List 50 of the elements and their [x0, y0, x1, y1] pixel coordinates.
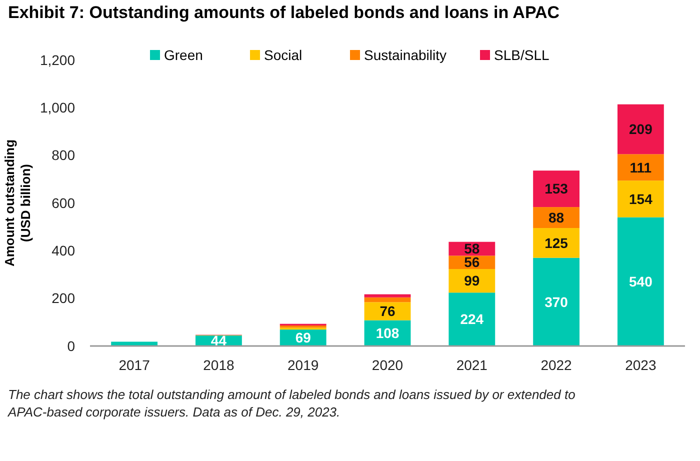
- legend-label: Sustainability: [364, 46, 446, 63]
- data-label: 56: [464, 254, 480, 270]
- bar: [448, 269, 496, 293]
- data-label: 370: [544, 294, 568, 310]
- bar: [617, 154, 664, 181]
- x-tick-label: 2021: [456, 357, 488, 373]
- bar: [617, 104, 664, 154]
- bar: [533, 170, 580, 208]
- x-tick-label: 2017: [118, 357, 150, 373]
- data-label: 154: [629, 190, 653, 207]
- bar: [111, 342, 158, 346]
- y-tick-label: 1,000: [40, 100, 76, 116]
- data-label: 224: [460, 311, 484, 328]
- bar: [617, 180, 664, 218]
- data-label: 153: [544, 180, 568, 197]
- y-tick-label: 1,200: [40, 52, 76, 68]
- data-label: 99: [464, 272, 480, 289]
- data-label: 108: [376, 325, 400, 342]
- bar: [364, 302, 411, 320]
- data-label: 209: [629, 121, 653, 138]
- data-label: 76: [380, 303, 396, 320]
- legend-label: SLB/SLL: [494, 46, 550, 63]
- bar: [533, 228, 580, 258]
- data-label: 69: [295, 330, 312, 346]
- x-tick-label: 2018: [203, 357, 234, 373]
- y-axis-title: Amount outstanding (USD billion): [2, 139, 33, 267]
- bar: [364, 294, 411, 298]
- data-label: 111: [630, 159, 652, 176]
- chart-title: Exhibit 7: Outstanding amounts of labeled bonds and loans in APAC: [8, 3, 560, 22]
- bar: [617, 217, 664, 346]
- data-label: 125: [544, 234, 568, 251]
- bar: [533, 258, 580, 346]
- bar: [448, 292, 496, 346]
- data-label: 540: [629, 274, 653, 290]
- x-tick-label: 2020: [372, 357, 404, 373]
- y-tick-label: 0: [67, 338, 76, 354]
- data-label: 58: [464, 240, 480, 257]
- data-label: 88: [548, 209, 564, 226]
- x-tick-label: 2022: [540, 357, 572, 373]
- y-tick-label: 200: [52, 290, 76, 306]
- x-tick-label: 2023: [625, 357, 656, 373]
- y-tick-label: 600: [52, 194, 76, 211]
- legend-label: Green: [164, 46, 203, 63]
- data-label: 44: [210, 332, 227, 349]
- y-tick-label: 800: [52, 147, 76, 164]
- y-tick-label: 400: [52, 242, 76, 259]
- x-tick-label: 2019: [288, 357, 319, 373]
- bar: [364, 297, 411, 302]
- text: The chart shows the total outstanding amount of labeled bonds and loans issued by or extended to APAC-based corporate issuers. Data as of Dec. 29, 2023.: [7, 387, 576, 420]
- legend-label: Social: [264, 46, 302, 63]
